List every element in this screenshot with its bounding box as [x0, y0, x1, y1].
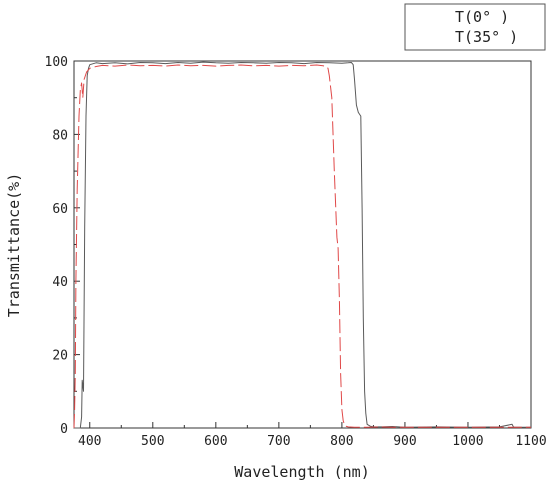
y-tick-label: 40 [52, 275, 68, 290]
series-layer [73, 61, 531, 429]
y-tick-label: 80 [52, 128, 68, 143]
y-tick-label: 20 [52, 349, 68, 364]
y-tick-label: 0 [60, 422, 68, 437]
x-tick-label: 400 [78, 434, 101, 449]
legend: T(0° ) T(35° ) [404, 3, 546, 51]
legend-label-1: T(35° ) [455, 28, 518, 46]
x-tick-label: 600 [204, 434, 227, 449]
x-tick-label: 500 [141, 434, 164, 449]
x-tick-label: 900 [393, 434, 416, 449]
x-tick-label: 800 [330, 434, 353, 449]
plot-frame [73, 60, 532, 429]
y-axis-title: Transmittance(%) [5, 173, 23, 318]
x-axis-title: Wavelength (nm) [234, 463, 369, 481]
x-tick-label: 1100 [515, 434, 546, 449]
tick-layer: 400 500 600 700 800 900 1000 1100 0 20 40 60 80 100 [45, 55, 547, 449]
y-tick-label: 60 [52, 202, 68, 217]
x-tick-label: 1000 [452, 434, 483, 449]
series-line-1 [73, 64, 531, 429]
legend-box [404, 3, 546, 51]
x-tick-label: 700 [267, 434, 290, 449]
y-tick-label: 100 [45, 55, 68, 70]
legend-label-0: T(0° ) [455, 8, 509, 26]
series-line-0 [74, 61, 531, 429]
